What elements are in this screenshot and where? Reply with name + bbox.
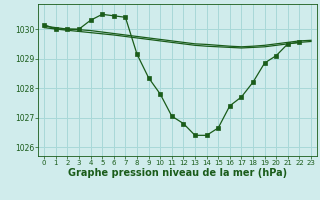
- X-axis label: Graphe pression niveau de la mer (hPa): Graphe pression niveau de la mer (hPa): [68, 168, 287, 178]
